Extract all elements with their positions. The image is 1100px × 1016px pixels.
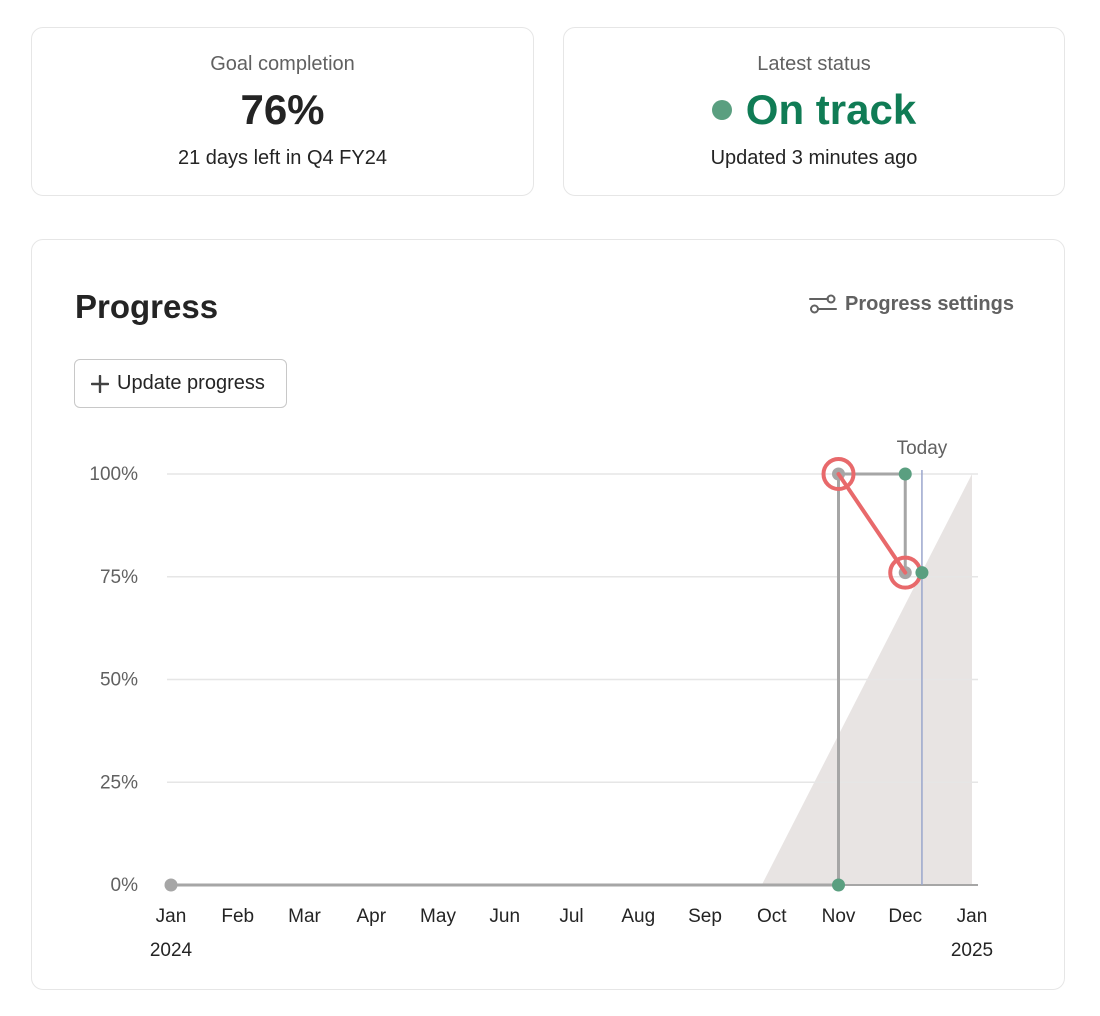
- x-tick-label: Jan: [957, 906, 988, 927]
- latest-status-label: Latest status: [757, 53, 871, 75]
- progress-title: Progress: [75, 288, 219, 325]
- status-dot-icon: [711, 100, 732, 120]
- status-point: [832, 878, 845, 892]
- x-tick-label: Jul: [559, 906, 583, 927]
- x-tick-label: Oct: [757, 906, 787, 927]
- y-tick-label: 25%: [100, 772, 138, 793]
- progress-settings-link[interactable]: Progress settings: [809, 292, 1014, 316]
- highlight-circle: [821, 457, 856, 491]
- x-tick-label: Dec: [888, 906, 922, 927]
- x-tick-label: Mar: [288, 906, 321, 927]
- x-end-year-label: 2025: [951, 940, 993, 961]
- goal-completion-label: Goal completion: [210, 53, 355, 75]
- status-row: On track: [564, 86, 1064, 134]
- latest-status-card: Latest status On track Updated 3 minutes…: [563, 27, 1065, 196]
- x-tick-label: Jan: [156, 906, 187, 927]
- goal-completion-value: 76%: [240, 86, 325, 133]
- sliders-icon: [809, 294, 838, 314]
- x-tick-label: Jun: [489, 906, 520, 927]
- x-tick-label: Feb: [221, 906, 254, 927]
- progress-point: [164, 878, 178, 892]
- progress-chart: 100% 75% 50% 25% 0% Jan Feb Mar Apr May Jun Jul Aug S…: [89, 438, 993, 961]
- x-tick-label: Nov: [822, 906, 856, 927]
- update-progress-button[interactable]: Update progress: [74, 359, 287, 408]
- y-tick-label: 0%: [111, 875, 139, 896]
- status-point: [898, 467, 912, 481]
- status-value: On track: [745, 86, 917, 133]
- days-left-text: 21 days left in Q4 FY24: [177, 147, 387, 169]
- x-tick-label: Apr: [356, 906, 386, 927]
- goal-completion-card: Goal completion 76% 21 days left in Q4 F…: [31, 27, 534, 196]
- y-tick-label: 75%: [100, 567, 138, 588]
- progress-card: Progress Progress settings Update progre…: [31, 239, 1065, 990]
- x-tick-label: Sep: [688, 906, 722, 927]
- today-label: Today: [897, 438, 948, 459]
- x-tick-label: May: [420, 906, 456, 927]
- x-tick-label: Aug: [621, 906, 655, 927]
- status-point: [915, 566, 929, 580]
- plus-icon: [91, 374, 109, 393]
- y-tick-label: 100%: [89, 464, 138, 485]
- progress-settings-label: Progress settings: [845, 292, 1014, 315]
- updated-time-text: Updated 3 minutes ago: [710, 147, 918, 169]
- y-tick-label: 50%: [100, 670, 138, 691]
- highlight-line: [836, 472, 908, 575]
- x-start-year-label: 2024: [150, 940, 193, 961]
- update-progress-label: Update progress: [117, 372, 265, 394]
